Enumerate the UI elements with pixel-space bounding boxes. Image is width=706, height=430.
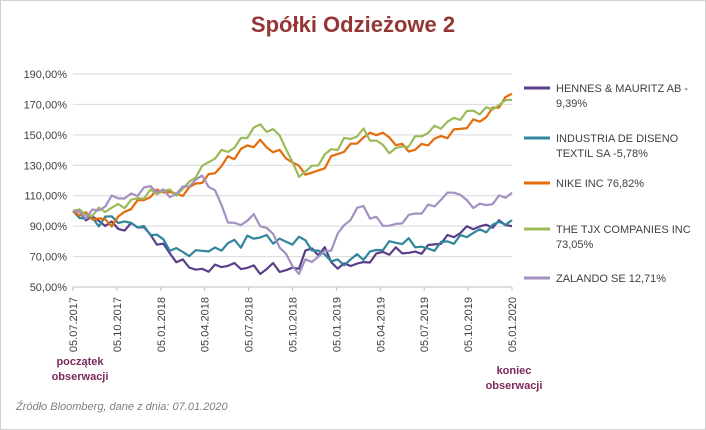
x-tick-label: 05.01.2018 (156, 297, 168, 352)
x-tick-label: 05.07.2017 (68, 297, 80, 352)
source-note: Źródło Bloomberg, dane z dnia: 07.01.202… (16, 401, 228, 413)
legend-entry: THE TJX COMPANIES INC 73,05% (556, 224, 691, 251)
x-tick-label: 05.10.2017 (112, 297, 124, 352)
x-tick-label: 05.01.2020 (507, 297, 519, 352)
x-tick-label: 05.10.2018 (288, 297, 300, 352)
series-line (72, 174, 513, 275)
start-annotation: początek obserwacji (40, 355, 120, 385)
legend-entry: INDUSTRIA DE DISENO TEXTIL SA -5,78% (556, 133, 679, 160)
series-line (72, 210, 513, 267)
chart-title: Spółki Odzieżowe 2 (250, 12, 456, 37)
y-tick-label: 70,00% (30, 252, 68, 264)
series-line (72, 98, 513, 217)
y-tick-label: 110,00% (24, 191, 67, 203)
end-annotation-line1: koniec (496, 365, 532, 377)
x-tick-label: 05.07.2018 (244, 297, 256, 352)
y-axis-ticks: 50,00% 70,00% 90,00% 110,00% 130,00% 150,00% 1… (24, 69, 68, 294)
legend-entry: ZALANDO SE 12,71% (556, 273, 666, 285)
x-tick-label: 05.04.2018 (200, 297, 212, 352)
y-tick-label: 50,00% (30, 282, 68, 294)
legend-entry: NIKE INC 76,82% (556, 178, 644, 190)
end-annotation: koniec obserwacji (474, 364, 554, 394)
start-annotation-line2: obserwacji (51, 371, 109, 383)
end-annotation-line2: obserwacji (485, 380, 543, 392)
grid-lines (73, 73, 512, 288)
x-tick-label: 05.01.2019 (331, 297, 343, 352)
y-tick-label: 190,00% (24, 69, 68, 81)
legend-entry: HENNES & MAURITZ AB -9,39% (556, 83, 688, 110)
x-tick-label: 05.10.2019 (463, 297, 475, 352)
x-tick-label: 05.04.2019 (375, 297, 387, 352)
start-annotation-line1: początek (56, 356, 104, 368)
x-axis-ticks: 05.07.2017 05.10.2017 05.01.2018 05.04.2018… (68, 286, 519, 352)
y-tick-label: 170,00% (24, 99, 68, 111)
y-tick-label: 150,00% (24, 130, 68, 142)
x-tick-label: 05.07.2019 (419, 297, 431, 352)
legend: HENNES & MAURITZ AB -9,39% INDUSTRIA DE D… (524, 83, 691, 285)
y-tick-label: 130,00% (24, 160, 68, 172)
series-lines (72, 92, 513, 276)
y-tick-label: 90,00% (30, 221, 68, 233)
